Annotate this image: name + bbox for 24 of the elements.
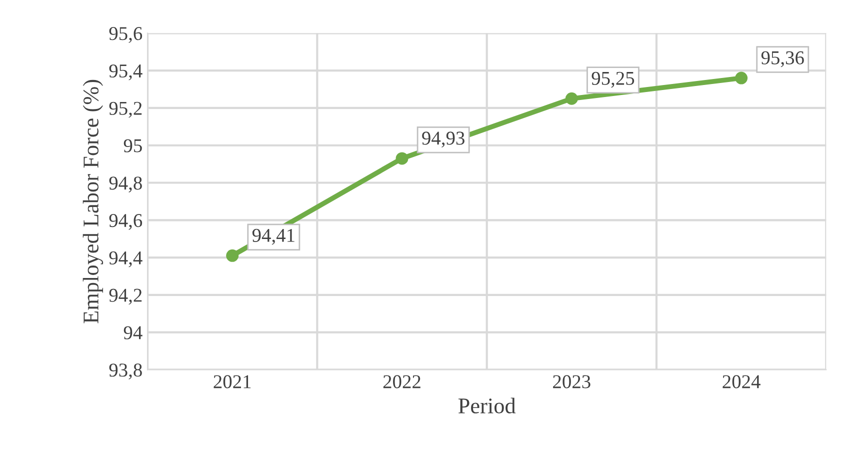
x-tick-label: 2024 bbox=[722, 375, 760, 388]
x-axis-title: Period bbox=[458, 398, 516, 414]
y-axis-title: Employed Labor Force (%) bbox=[82, 80, 104, 324]
y-tick-label: 94,6 bbox=[109, 214, 142, 230]
point bbox=[735, 72, 748, 84]
y-tick-label: 95,4 bbox=[109, 64, 142, 80]
x-tick-label: 2023 bbox=[553, 375, 590, 388]
y-tick-label: 95,2 bbox=[109, 102, 142, 118]
y-tick-label: 94,8 bbox=[109, 176, 142, 192]
data-label: 94,41 bbox=[252, 228, 294, 245]
point bbox=[396, 152, 408, 165]
point bbox=[565, 92, 578, 105]
data-label: 95,36 bbox=[761, 51, 804, 68]
x-tick-label: 2021 bbox=[214, 375, 251, 388]
y-tick-label: 94 bbox=[124, 326, 142, 340]
data-label: 94,93 bbox=[422, 132, 464, 148]
y-tick-label: 95,6 bbox=[109, 27, 142, 43]
y-tick-label: 94,4 bbox=[109, 251, 142, 268]
y-tick-label: 95 bbox=[124, 139, 142, 152]
x-tick-label: 2022 bbox=[383, 375, 420, 388]
point bbox=[226, 249, 239, 262]
y-tick-label: 93,8 bbox=[109, 364, 142, 380]
data-label: 95,25 bbox=[592, 72, 634, 88]
y-tick-label: 94,2 bbox=[109, 288, 142, 305]
